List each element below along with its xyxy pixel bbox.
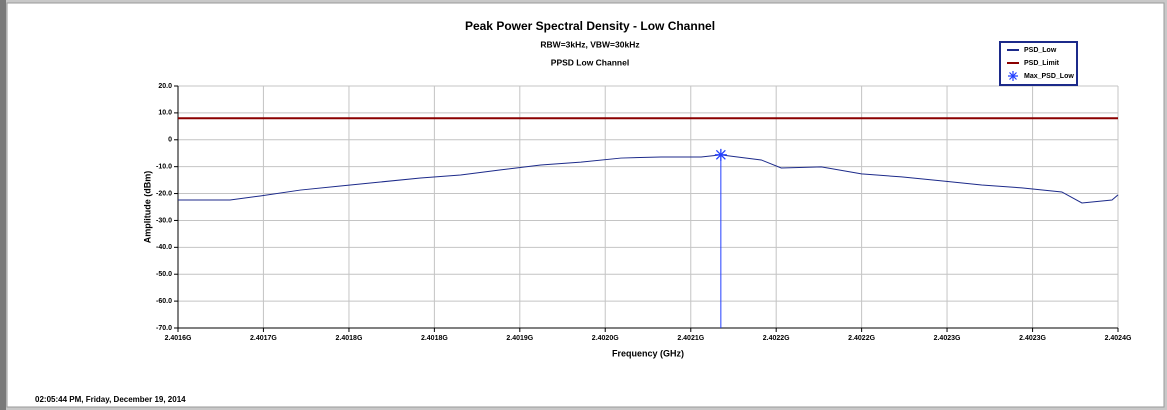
chart-title: Peak Power Spectral Density - Low Channe…: [465, 19, 715, 33]
x-tick-label: 2.4016G: [165, 335, 192, 342]
legend-label: PSD_Low: [1024, 47, 1057, 54]
legend-swatch: [1008, 71, 1018, 81]
plot-area: [178, 86, 1118, 328]
chart-subtitle: RBW=3kHz, VBW=30kHz: [540, 39, 639, 49]
x-tick-label: 2.4023G: [1019, 335, 1046, 342]
y-tick-label: -20.0: [156, 190, 172, 197]
x-tick-label: 2.4018G: [421, 335, 448, 342]
x-tick-label: 2.4020G: [592, 335, 619, 342]
y-tick-label: -40.0: [156, 244, 172, 251]
plot-title: PPSD Low Channel: [551, 57, 629, 67]
y-tick-label: -30.0: [156, 217, 172, 224]
timestamp: 02:05:44 PM, Friday, December 19, 2014: [35, 395, 186, 404]
x-tick-label: 2.4022G: [848, 335, 875, 342]
y-tick-label: 10.0: [158, 110, 172, 117]
y-tick-label: -10.0: [156, 164, 172, 171]
x-tick-label: 2.4021G: [677, 335, 704, 342]
x-tick-label: 2.4023G: [934, 335, 961, 342]
y-tick-label: 0: [168, 137, 172, 144]
legend-label: Max_PSD_Low: [1024, 73, 1074, 80]
x-tick-label: 2.4024G: [1105, 335, 1132, 342]
series-line: [178, 154, 1119, 204]
x-tick-label: 2.4017G: [250, 335, 277, 342]
x-tick-label: 2.4022G: [763, 335, 790, 342]
y-tick-label: 20.0: [158, 83, 172, 90]
x-tick-label: 2.4019G: [506, 335, 533, 342]
frame-left: [0, 0, 6, 410]
x-axis-label: Frequency (GHz): [612, 348, 684, 358]
marker-star: [714, 148, 727, 161]
y-tick-label: -70.0: [156, 325, 172, 332]
y-tick-label: -60.0: [156, 298, 172, 305]
legend-label: PSD_Limit: [1024, 60, 1060, 67]
y-tick-label: -50.0: [156, 271, 172, 278]
x-tick-label: 2.4018G: [336, 335, 363, 342]
y-axis-label: Amplitude (dBm): [142, 171, 152, 244]
